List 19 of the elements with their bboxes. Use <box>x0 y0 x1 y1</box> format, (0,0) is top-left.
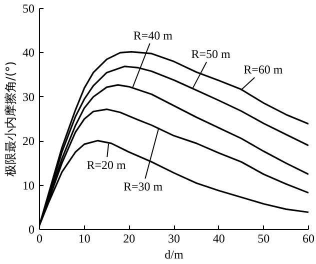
x-tick-label: 30 <box>168 232 180 246</box>
y-axis-title: 极限最小内摩擦角/(°) <box>4 61 18 178</box>
y-tick-label: 10 <box>22 178 34 192</box>
annotation: R=40 m <box>133 28 174 42</box>
x-axis-title: d/m <box>164 248 184 262</box>
x-tick-label: 40 <box>212 232 225 246</box>
y-tick-label: 50 <box>22 2 34 16</box>
x-tick-label: 60 <box>302 232 314 246</box>
y-tick-label: 30 <box>22 90 34 104</box>
annotation: R=60 m <box>244 62 284 76</box>
y-tick-label: 40 <box>22 46 34 60</box>
annotation: R=30 m <box>124 180 164 194</box>
x-tick-label: 20 <box>123 232 136 246</box>
y-tick-label: 0 <box>28 222 34 236</box>
x-tick-label: 50 <box>258 232 270 246</box>
annotation: R=50 m <box>191 47 231 62</box>
annotation: R=20 m <box>86 158 127 172</box>
y-tick-label: 20 <box>22 134 34 148</box>
x-tick-label: 10 <box>78 232 90 246</box>
